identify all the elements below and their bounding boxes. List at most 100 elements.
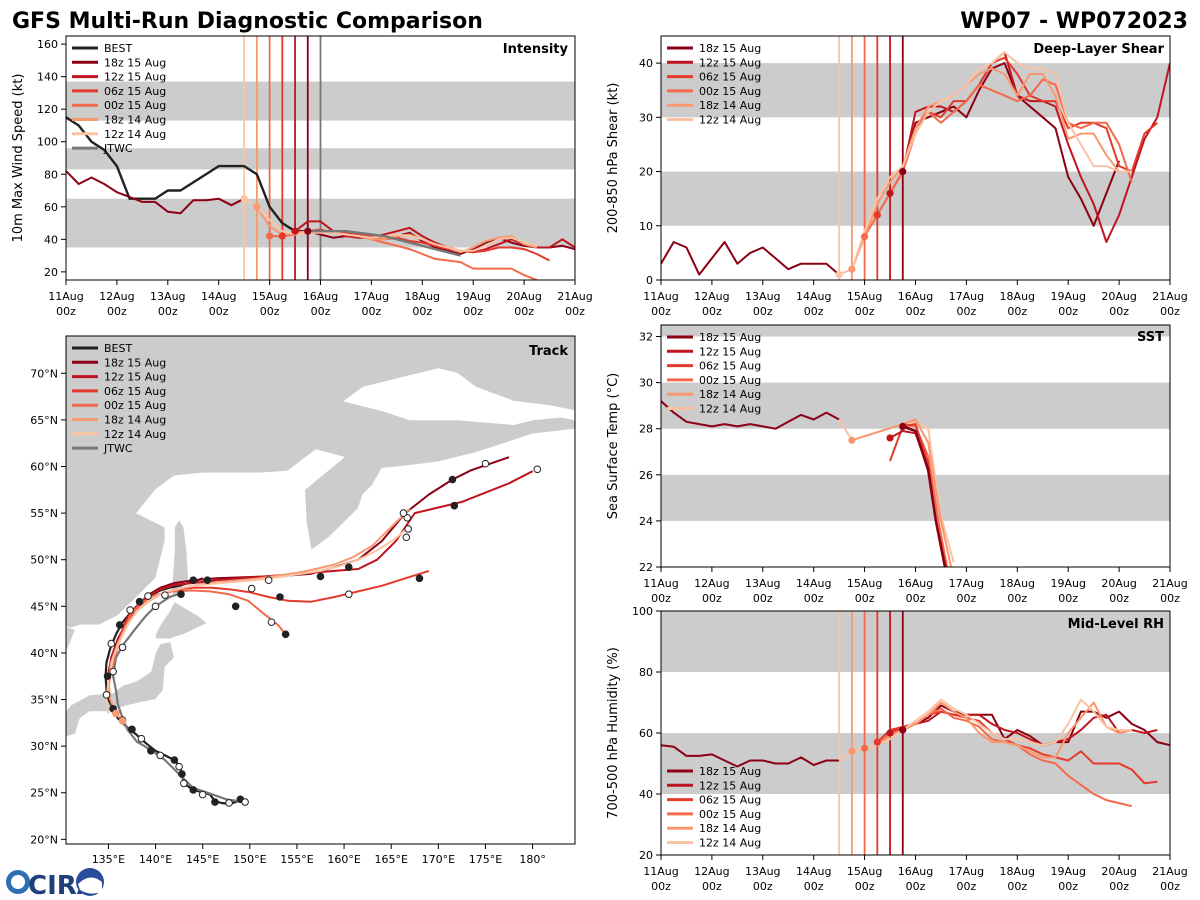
x-tick-day: 17Aug (949, 290, 984, 303)
x-tick-day: 17Aug (949, 865, 984, 878)
init-marker (240, 195, 248, 203)
series-line (850, 67, 1132, 270)
legend-label: JTWC (103, 442, 133, 455)
x-tick-hour: 00z (1058, 592, 1078, 605)
x-tick-hour: 00z (1007, 592, 1027, 605)
shaded-band (661, 325, 1170, 337)
track-point (109, 667, 117, 676)
x-tick-day: 14Aug (796, 865, 831, 878)
x-tick-day: 11Aug (643, 290, 678, 303)
lon-tick-label: 140°E (139, 853, 172, 866)
legend-label: 12z 14 Aug (104, 128, 166, 141)
series-line (661, 744, 840, 768)
x-tick-day: 11Aug (643, 577, 678, 590)
legend-label: 06z 15 Aug (699, 360, 761, 373)
legend-label: 12z 14 Aug (699, 403, 761, 416)
x-tick-hour: 00z (957, 880, 977, 893)
y-tick-label: 22 (639, 561, 653, 574)
x-tick-day: 15Aug (252, 290, 287, 303)
init-marker (291, 227, 299, 235)
x-tick-hour: 00z (362, 305, 382, 318)
track-point (135, 597, 144, 606)
y-tick-label: 140 (37, 71, 58, 84)
init-marker (835, 270, 843, 279)
init-marker (899, 167, 907, 176)
init-marker (873, 738, 881, 746)
y-tick-label: 100 (632, 605, 653, 618)
track-point (241, 798, 249, 806)
x-tick-hour: 00z (107, 305, 127, 318)
plot-area (661, 36, 1170, 280)
y-axis-label: Sea Surface Temp (°C) (606, 373, 621, 520)
lat-tick-label: 50°N (30, 554, 58, 567)
x-tick-hour: 00z (702, 880, 722, 893)
track-point (399, 509, 408, 517)
x-tick-day: 16Aug (898, 865, 933, 878)
track-point (177, 590, 185, 598)
x-tick-hour: 00z (412, 305, 432, 318)
track-point (112, 709, 120, 718)
track-point (264, 576, 273, 585)
shaded-band (661, 63, 1170, 118)
y-tick-label: 120 (37, 103, 58, 116)
x-tick-day: 16Aug (303, 290, 338, 303)
track-point (115, 621, 124, 629)
y-axis-label: 10m Max Wind Speed (kt) (11, 74, 26, 243)
track-line (105, 526, 409, 714)
x-tick-day: 14Aug (796, 290, 831, 303)
legend-label: 12z 15 Aug (104, 371, 166, 384)
init-marker (886, 189, 894, 197)
track-point (402, 533, 411, 542)
panel-title: SST (1137, 330, 1164, 345)
legend-label: 18z 14 Aug (699, 99, 761, 112)
track-point (344, 590, 353, 598)
lat-tick-label: 40°N (30, 647, 58, 660)
x-tick-hour: 00z (1007, 880, 1027, 893)
y-tick-label: 24 (639, 515, 653, 528)
lon-tick-label: 135°E (92, 853, 125, 866)
legend-label: 18z 14 Aug (699, 822, 761, 835)
cira-logo: CIRA (6, 868, 104, 900)
x-tick-day: 12Aug (694, 577, 729, 590)
land-mass (66, 641, 175, 738)
lon-tick-label: 165°E (374, 853, 407, 866)
series-line (889, 710, 1158, 747)
rh-panel: 20 40 60 80 100 11Aug 00z 12Aug 00z 13Aug 00z 14Aug… (606, 605, 1188, 893)
lat-tick-label: 55°N (30, 507, 58, 520)
lat-tick-label: 25°N (30, 787, 58, 800)
lon-tick-label: 170°E (422, 853, 455, 866)
track-point (180, 779, 188, 788)
x-tick-day: 19Aug (1050, 290, 1085, 303)
y-axis-label: 200-850 hPa Shear (kt) (606, 83, 621, 234)
y-tick-label: 80 (44, 168, 58, 181)
y-tick-label: 30 (639, 377, 653, 390)
y-tick-label: 80 (639, 666, 653, 679)
lon-tick-label: 180° (519, 853, 546, 866)
x-tick-day: 18Aug (405, 290, 440, 303)
x-tick-hour: 00z (1007, 305, 1027, 318)
panel-title: Deep-Layer Shear (1033, 42, 1164, 57)
track-point (118, 643, 127, 652)
track-point (103, 672, 112, 681)
track-point (247, 584, 256, 593)
x-tick-hour: 00z (1058, 305, 1078, 318)
series-line (66, 116, 321, 233)
track-point (203, 576, 212, 585)
map-area (66, 336, 575, 807)
track-point (231, 602, 240, 611)
series-line (838, 51, 1132, 276)
track-point (118, 717, 127, 725)
intensity-panel: 20 40 60 80 100 120 140 160 11Aug 00z 12Aug 00z 13Au… (11, 35, 593, 318)
x-tick-hour: 00z (651, 592, 671, 605)
x-tick-hour: 00z (1160, 305, 1180, 318)
y-tick-label: 28 (639, 423, 653, 436)
globe-inner-icon (11, 875, 25, 889)
legend-label: 12z 15 Aug (699, 56, 761, 69)
x-tick-day: 21Aug (557, 290, 592, 303)
legend-label: 12z 14 Aug (104, 428, 166, 441)
init-marker (899, 422, 907, 431)
x-tick-hour: 00z (260, 305, 280, 318)
lat-tick-label: 20°N (30, 833, 58, 846)
lat-tick-label: 65°N (30, 414, 58, 427)
